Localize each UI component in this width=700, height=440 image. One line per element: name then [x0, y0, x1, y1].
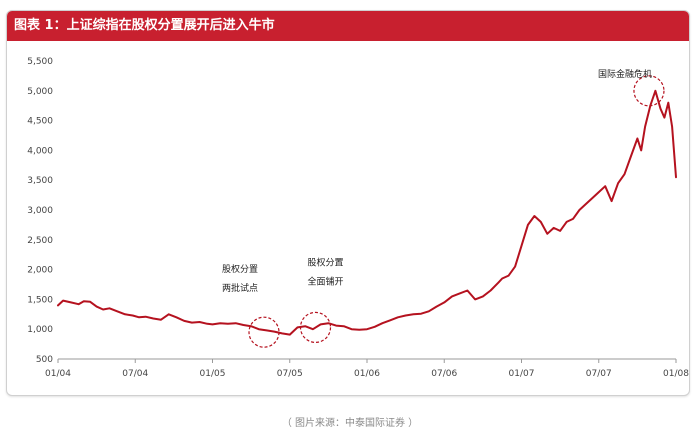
x-tick-label: 01/06	[354, 369, 380, 379]
chart-card: 图表 1：上证综指在股权分置展开后进入牛市 500 1,000 1,500 2,000…	[6, 10, 690, 396]
chart-plot-area	[57, 89, 677, 336]
annotation-circle	[248, 316, 280, 348]
y-tick-label: 4,500	[27, 117, 53, 127]
series-line	[57, 89, 677, 336]
chart-title-bar: 图表 1：上证综指在股权分置展开后进入牛市	[7, 11, 689, 41]
x-tick-label: 07/06	[431, 369, 457, 379]
y-tick-label: 3,500	[27, 176, 53, 186]
y-tick-label: 3,000	[27, 206, 53, 216]
figure-caption: （ 图片来源：中泰国际证券 ）	[281, 418, 419, 429]
x-tick-label: 01/08	[663, 369, 689, 379]
annotation-label: 国际金融危机	[598, 68, 652, 80]
x-tick-label: 01/04	[45, 369, 71, 379]
y-tick-label: 2,000	[27, 266, 53, 276]
chart-axes: 500 1,000 1,500 2,000 2,500 3,000 3,500 4,000 4,…	[27, 57, 689, 379]
annotation-label: 两批试点	[222, 282, 258, 294]
y-tick-label: 1,500	[27, 295, 53, 305]
annotation-label: 全面铺开	[307, 275, 343, 287]
annotation-circle	[633, 75, 665, 107]
y-tick-label: 5,500	[27, 57, 53, 67]
chart-title: 图表 1：上证综指在股权分置展开后进入牛市	[14, 18, 275, 33]
annotation-label: 股权分置	[307, 256, 343, 268]
y-tick-label: 4,000	[27, 146, 53, 156]
x-tick-label: 01/07	[509, 369, 535, 379]
x-tick-label: 07/05	[277, 369, 303, 379]
x-tick-label: 07/04	[122, 369, 148, 379]
x-tick-label: 01/05	[200, 369, 226, 379]
y-tick-label: 5,000	[27, 87, 53, 97]
y-tick-label: 2,500	[27, 236, 53, 246]
annotation-label: 股权分置	[222, 263, 258, 275]
line-chart: 500 1,000 1,500 2,000 2,500 3,000 3,500 4,000 4,…	[27, 57, 689, 379]
y-tick-label: 1,000	[27, 325, 53, 335]
x-tick-label: 07/07	[586, 369, 612, 379]
annotation-circle	[299, 311, 332, 344]
y-tick-label: 500	[36, 355, 53, 365]
